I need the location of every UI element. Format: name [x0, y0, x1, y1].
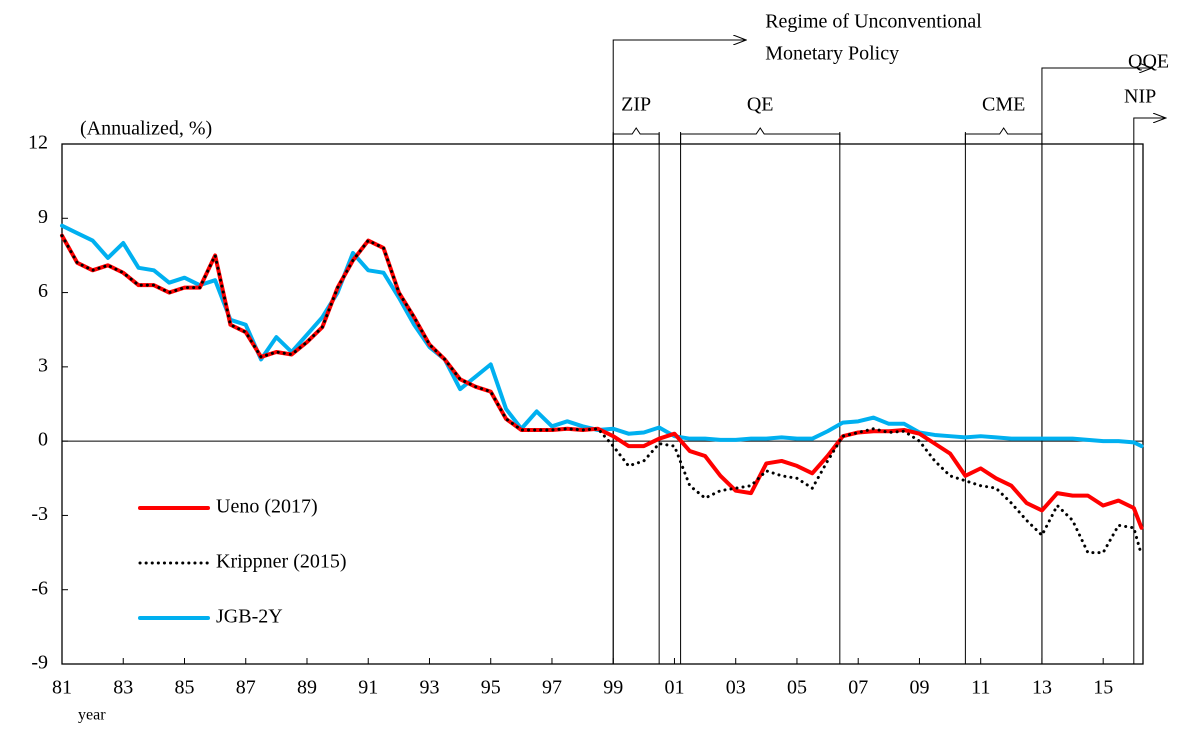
- x-tick-label: 03: [726, 677, 746, 699]
- period-bracket: [612, 127, 660, 144]
- y-tick-label: 3: [38, 354, 48, 376]
- x-tick-label: 83: [113, 677, 133, 699]
- x-tick-label: 13: [1032, 677, 1052, 699]
- regime-arrow: [1041, 68, 1152, 664]
- x-tick-label: 89: [297, 677, 317, 699]
- series-line: [60, 233, 1144, 530]
- series-line: [60, 234, 1143, 557]
- x-tick-label: 07: [848, 677, 868, 699]
- x-tick-label: 99: [603, 677, 623, 699]
- y-tick-label: -9: [31, 652, 48, 674]
- x-tick-label: 81: [52, 677, 72, 699]
- x-tick-label: 11: [971, 677, 990, 699]
- series-line: [60, 223, 1144, 449]
- x-tick-label: 09: [909, 677, 929, 699]
- x-tick-label: 01: [664, 677, 684, 699]
- x-tick-label: 95: [481, 677, 501, 699]
- y-tick-label: 6: [38, 280, 48, 302]
- y-tick-label: 0: [38, 429, 48, 451]
- y-tick-label: 12: [28, 132, 48, 154]
- x-tick-label: 05: [787, 677, 807, 699]
- x-tick-label: 85: [174, 677, 194, 699]
- y-tick-label: 9: [38, 206, 48, 228]
- arrow-label: QQE: [1128, 51, 1169, 73]
- x-tick-label: 15: [1093, 677, 1113, 699]
- y-axis-label: (Annualized, %): [80, 118, 212, 140]
- plot-frame: [61, 143, 1144, 665]
- period-bracket: [680, 127, 841, 144]
- x-tick-label: 93: [419, 677, 439, 699]
- legend-label: JGB-2Y: [216, 606, 283, 628]
- x-tick-label: 91: [358, 677, 378, 699]
- arrow-label: NIP: [1124, 86, 1156, 108]
- regime-arrow: [1133, 118, 1166, 664]
- y-tick-label: -6: [31, 577, 48, 599]
- period-label: CME: [982, 94, 1025, 116]
- period-bracket: [964, 127, 1043, 144]
- x-axis-label: year: [78, 707, 106, 724]
- legend-label: Krippner (2015): [216, 551, 347, 573]
- x-tick-label: 97: [542, 677, 562, 699]
- period-label: QE: [747, 94, 774, 116]
- y-tick-label: -3: [31, 503, 48, 525]
- legend-label: Ueno (2017): [216, 496, 318, 518]
- regime-label: Monetary Policy: [765, 43, 899, 65]
- period-label: ZIP: [621, 94, 651, 116]
- x-tick-label: 87: [236, 677, 256, 699]
- regime-label: Regime of Unconventional: [765, 11, 982, 33]
